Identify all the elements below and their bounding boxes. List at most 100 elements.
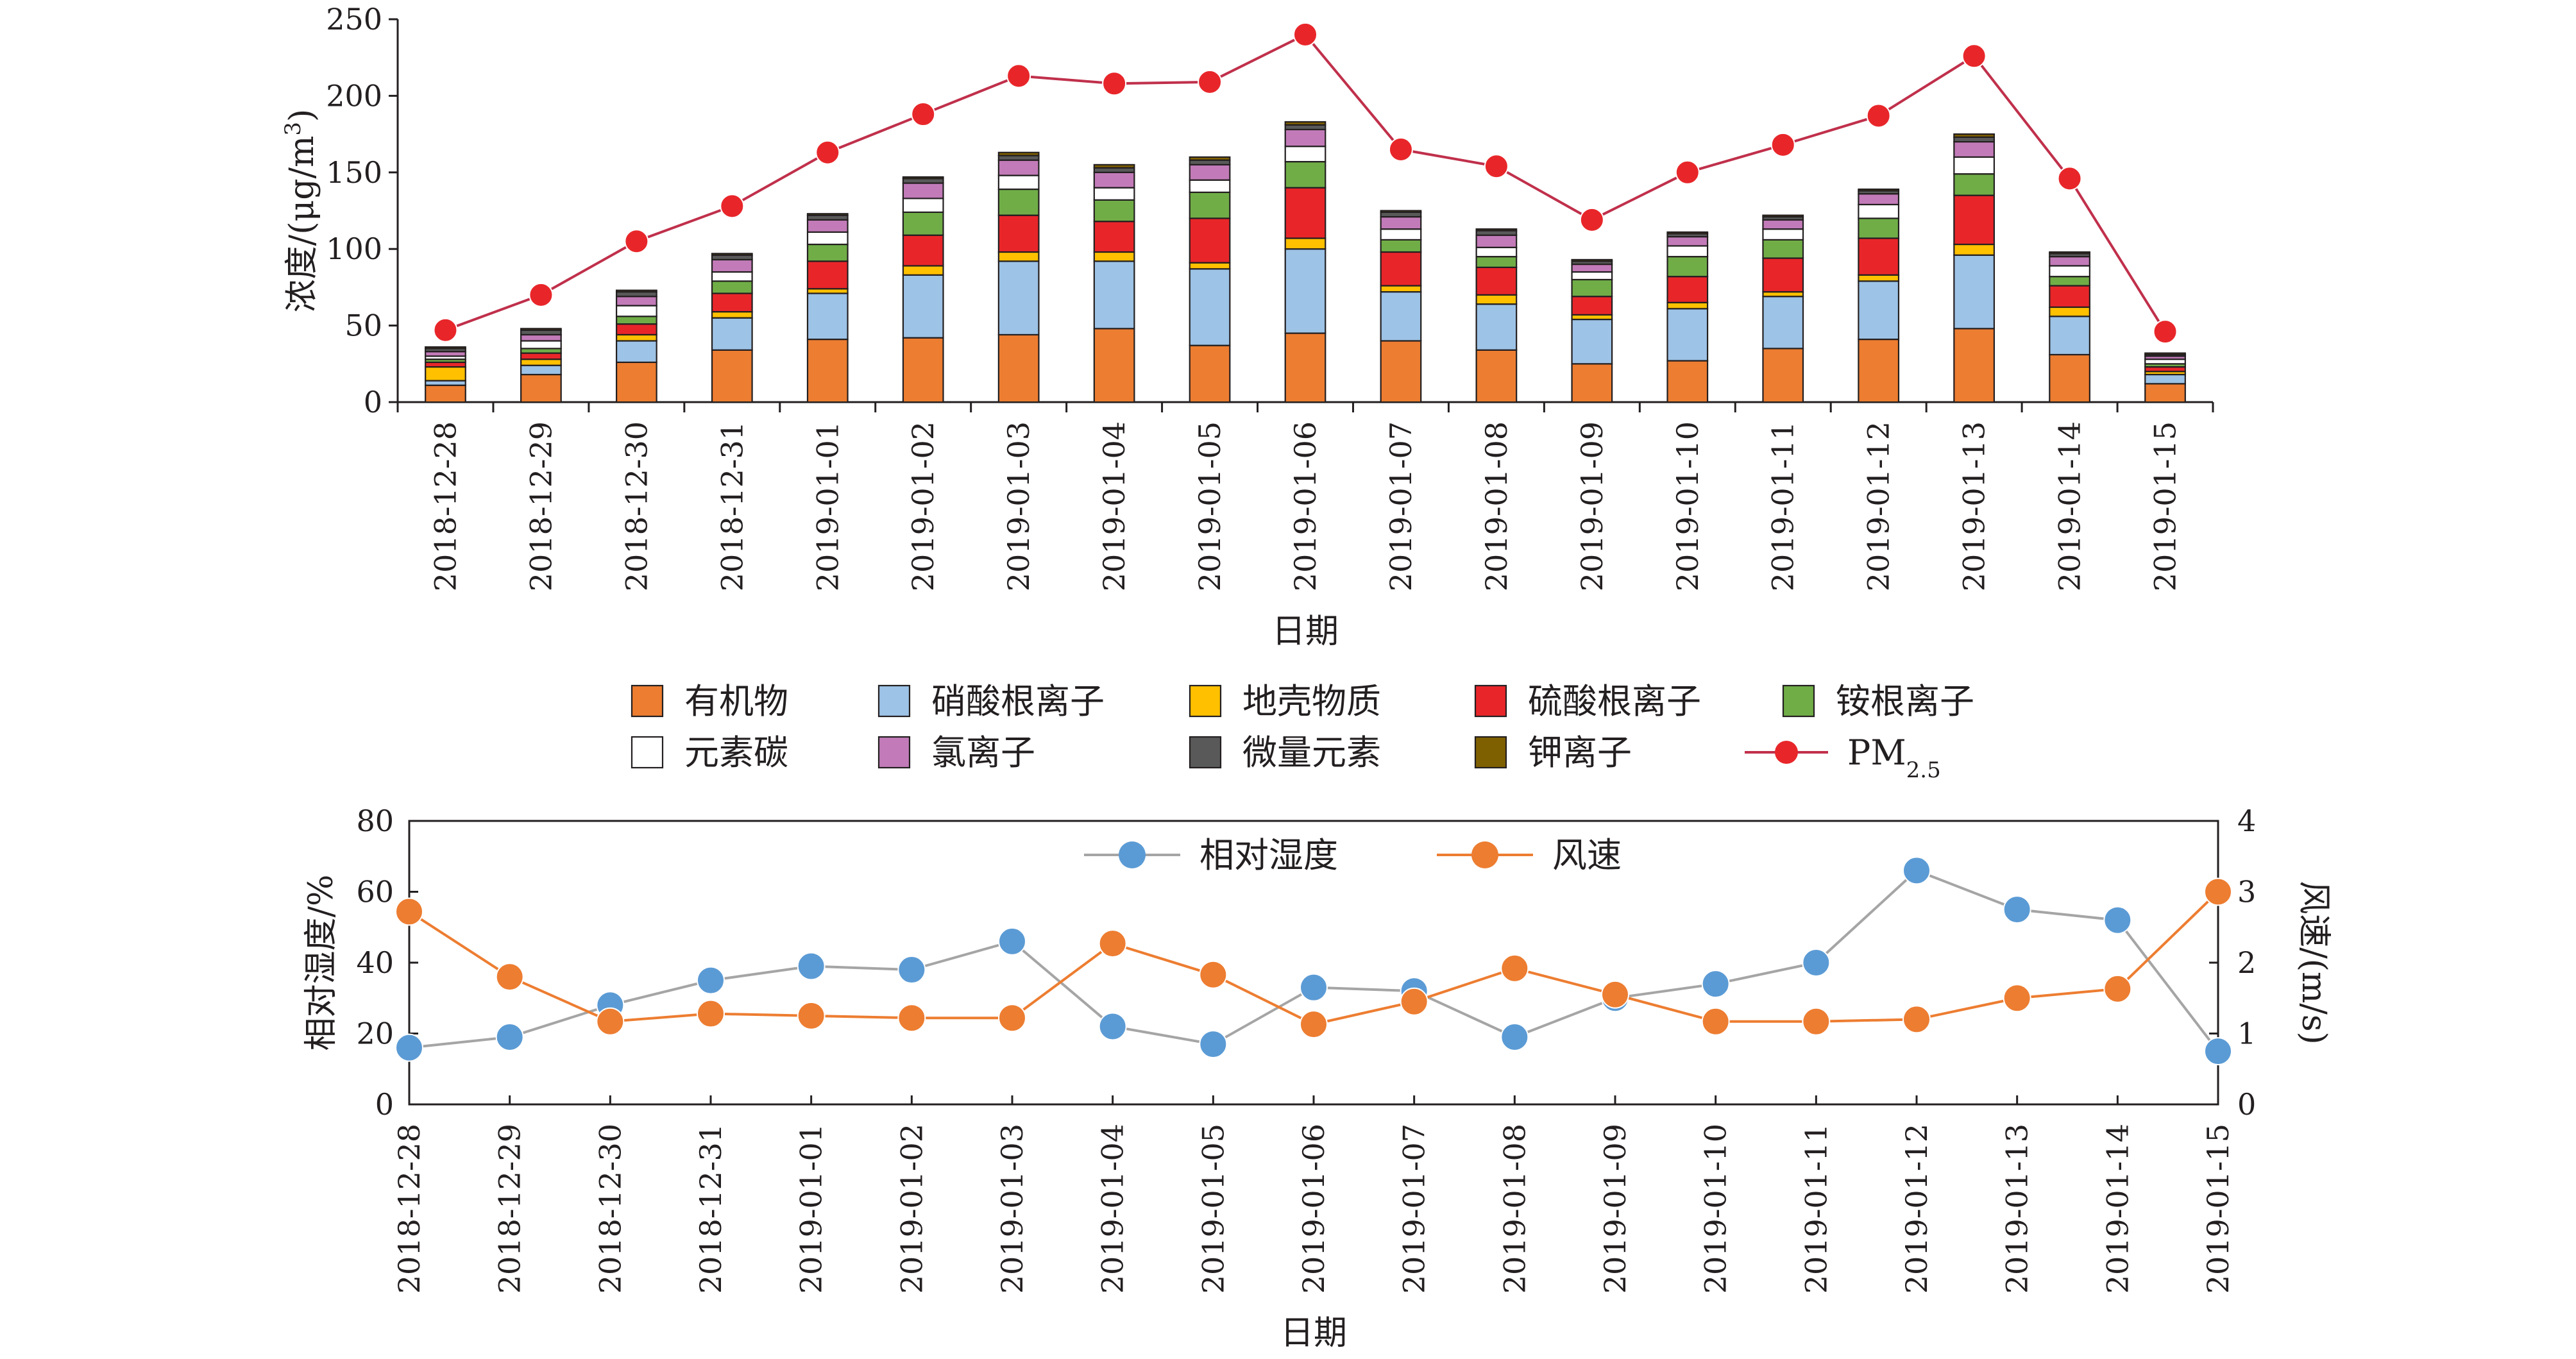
bar-segment-ffc000 — [1093, 251, 1135, 262]
x-tick-label: 2019-01-10 — [1699, 1124, 1733, 1294]
series-point-right — [1902, 1005, 1931, 1034]
bar-segment-ffffff — [2049, 265, 2090, 278]
y-right-tick-label: 3 — [2237, 875, 2256, 909]
bar-segment-c27bb8 — [1380, 215, 1422, 230]
legend-swatch — [877, 736, 911, 769]
bar-segment-9dc3e6 — [711, 317, 753, 351]
series-point-right — [2204, 877, 2232, 906]
series-point-right — [697, 999, 725, 1028]
bar-segment-7f6000 — [1571, 258, 1613, 262]
bar-segment-ffc000 — [615, 333, 657, 342]
bar-segment-ed7d31 — [1284, 332, 1326, 403]
bar-segment-e8262a — [1666, 276, 1709, 303]
y-tick-label: 50 — [344, 308, 382, 343]
bar-segment-ffffff — [1284, 146, 1326, 163]
bar-segment-ed7d31 — [1953, 328, 1996, 403]
series-point-right — [797, 1001, 826, 1030]
bar-segment-7f6000 — [615, 289, 657, 293]
bar-segment-e8262a — [1571, 296, 1613, 316]
y-left-tick-label: 60 — [356, 875, 394, 909]
bar-segment-9dc3e6 — [1475, 303, 1518, 351]
bar-segment-9dc3e6 — [1380, 291, 1422, 342]
legend-label: 硫酸根离子 — [1528, 681, 1701, 722]
bar-segment-9dc3e6 — [1284, 248, 1326, 334]
bar-segment-e8262a — [806, 260, 849, 290]
bar-segment-70ad47 — [1571, 278, 1613, 298]
bar-segment-9dc3e6 — [615, 340, 657, 364]
bar-segment-e8262a — [520, 352, 562, 360]
x-tick-label: 2019-01-04 — [1097, 421, 1131, 591]
legend-marker — [1775, 741, 1798, 764]
bar-segment-ed7d31 — [1666, 360, 1709, 403]
x-tick-label: 2019-01-01 — [794, 1124, 829, 1294]
bar-segment-70ad47 — [997, 188, 1040, 216]
bar-segment-e8262a — [1093, 221, 1135, 253]
bar-segment-70ad47 — [1953, 173, 1996, 196]
legend-label: 氯离子 — [931, 732, 1035, 773]
x-tick-label: 2019-01-08 — [1497, 1124, 1532, 1294]
series-point-left — [1098, 1012, 1127, 1041]
bar-segment-7f6000 — [2049, 251, 2090, 255]
bar-segment-70ad47 — [615, 316, 657, 325]
y-left-tick-label: 40 — [356, 945, 394, 980]
pm25-point — [1962, 44, 1987, 69]
bar-segment-ffc000 — [2049, 306, 2090, 317]
bar-segment-ed7d31 — [2144, 383, 2186, 403]
legend-label: PM2.5 — [1847, 732, 1941, 783]
bar-segment-7f6000 — [1380, 210, 1422, 213]
x-tick-label: 2019-01-07 — [1397, 1124, 1432, 1294]
y-tick-label: 250 — [326, 2, 382, 37]
series-point-left — [797, 952, 826, 981]
x-tick-label: 2019-01-03 — [995, 1124, 1030, 1294]
bar-segment-ed7d31 — [711, 349, 753, 403]
y-left-tick-label: 20 — [356, 1017, 394, 1051]
series-point-left — [1902, 856, 1931, 885]
bar-segment-7f6000 — [1189, 156, 1231, 161]
legend-label: 硝酸根离子 — [931, 681, 1105, 722]
bar-segment-c27bb8 — [1762, 219, 1804, 230]
x-tick-label: 2019-01-08 — [1479, 421, 1514, 591]
series-point-left — [897, 956, 926, 984]
bar-segment-ed7d31 — [1571, 363, 1613, 403]
bar-segment-e8262a — [615, 323, 657, 336]
y-left-tick-label: 80 — [356, 804, 394, 838]
bar-segment-70ad47 — [1093, 199, 1135, 223]
bar-segment-c27bb8 — [806, 219, 849, 233]
legend-label: 地壳物质 — [1242, 681, 1381, 722]
legend-swatch — [1782, 684, 1815, 718]
bar-segment-c27bb8 — [1666, 235, 1709, 247]
series-point-left — [395, 1033, 423, 1062]
bar-segment-70ad47 — [2049, 276, 2090, 287]
x-tick-label: 2019-01-07 — [1384, 421, 1418, 591]
series-point-left — [1802, 949, 1831, 977]
bar-segment-9dc3e6 — [1858, 280, 1900, 341]
pm25-point — [911, 102, 936, 127]
bar-segment-ffc000 — [1953, 243, 1996, 256]
x-tick-label: 2018-12-30 — [593, 1124, 627, 1294]
x-tick-label: 2018-12-29 — [493, 1124, 527, 1294]
series-point-left — [2003, 895, 2031, 924]
series-point-right — [1701, 1007, 1730, 1036]
bar-segment-ffffff — [1475, 246, 1518, 258]
pm25-point — [815, 140, 840, 165]
series-point-right — [596, 1007, 625, 1036]
bar-segment-ed7d31 — [1093, 328, 1135, 403]
bar-segment-9dc3e6 — [997, 260, 1040, 336]
legend-marker — [1471, 841, 1498, 868]
bar-segment-e8262a — [1953, 194, 1996, 246]
y-right-axis-title: 风速/(m/s) — [2294, 881, 2333, 1045]
bar-segment-7f6000 — [806, 213, 849, 216]
bar-segment-c27bb8 — [1571, 263, 1613, 273]
x-tick-label: 2018-12-31 — [693, 1124, 728, 1294]
legend-label: 有机物 — [684, 681, 788, 722]
bar-segment-ffc000 — [902, 265, 944, 276]
bar-segment-9dc3e6 — [1762, 296, 1804, 350]
bar-segment-c27bb8 — [1953, 140, 1996, 158]
bar-segment-e8262a — [997, 214, 1040, 253]
y-tick-label: 100 — [326, 232, 382, 266]
bar-segment-ffffff — [520, 340, 562, 350]
legend-swatch — [1474, 736, 1507, 769]
bar-segment-7f6000 — [1858, 188, 1900, 192]
bar-segment-7f6000 — [997, 151, 1040, 156]
